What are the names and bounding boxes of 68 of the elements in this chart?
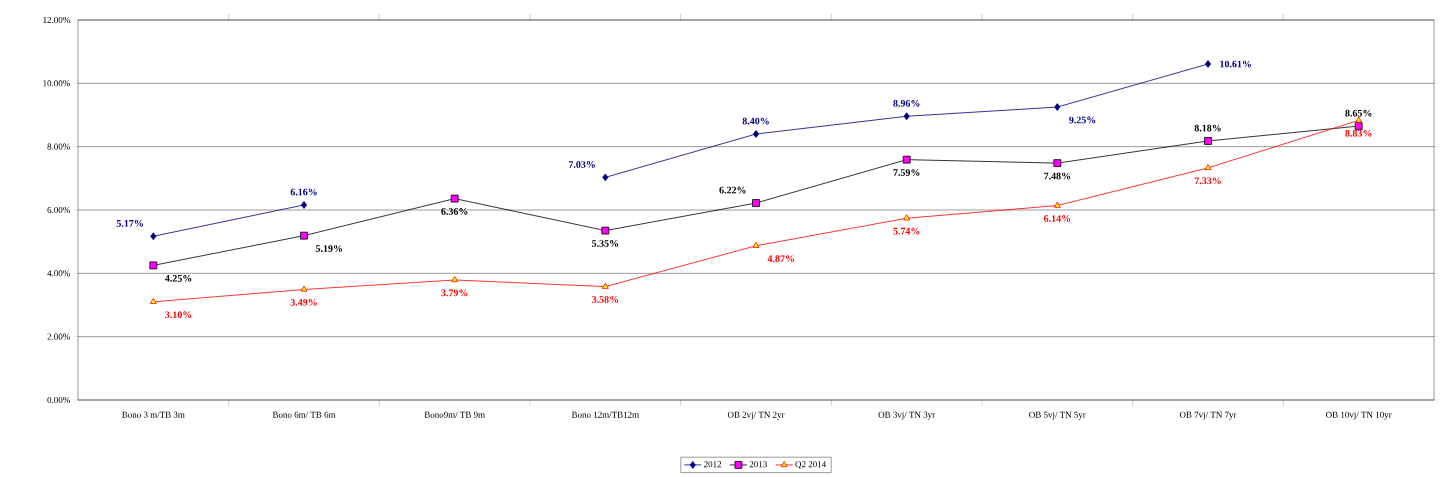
point: [601, 226, 610, 235]
point: [903, 112, 910, 121]
x-tick-label: OB 2vj/ TN 2yr: [727, 411, 785, 420]
point: [601, 282, 609, 289]
y-tick-label: 6.00%: [47, 206, 70, 214]
data-label: 7.33%: [1194, 177, 1221, 185]
x-tick-label: Bono9m/ TB 9m: [424, 411, 485, 418]
legend-label: 2013: [749, 461, 767, 468]
data-label: 7.03%: [568, 161, 595, 168]
data-label: 5.35%: [592, 240, 619, 247]
legend-label: Q2 2014: [795, 461, 827, 469]
data-label: 8.65%: [1345, 109, 1372, 117]
data-label: 8.96%: [893, 99, 920, 107]
point: [1204, 137, 1212, 145]
point: [1053, 201, 1061, 208]
x-tick-label: OB 3vj/ TN 3yr: [878, 411, 936, 420]
point: [602, 173, 609, 182]
point: [902, 155, 911, 164]
point: [1204, 60, 1212, 68]
data-label: 3.10%: [165, 311, 192, 319]
x-tick-label: OB 5vj/ TN 5yr: [1029, 411, 1086, 420]
point: [1204, 163, 1212, 171]
data-label: 6.16%: [290, 188, 317, 196]
data-label: 5.17%: [116, 220, 143, 227]
y-tick-label: 2.00%: [47, 333, 70, 340]
point: [752, 199, 760, 207]
data-label: 5.19%: [315, 245, 342, 252]
data-label: 8.40%: [742, 117, 769, 125]
point: [1054, 103, 1061, 111]
data-label: 10.61%: [1220, 60, 1251, 68]
y-tick-label: 0.00%: [47, 396, 70, 404]
data-label: 3.58%: [592, 296, 619, 303]
point: [451, 276, 459, 283]
point: [300, 285, 308, 292]
legend-label: 2012: [704, 461, 722, 468]
point: [903, 214, 911, 221]
y-tick-label: 10.00%: [43, 80, 70, 87]
x-tick-label: Bono 6m/ TB 6m: [272, 411, 336, 418]
point: [450, 194, 459, 203]
x-tick-label: Bono 3 m/TB 3m: [122, 411, 185, 418]
data-label: 6.14%: [1043, 215, 1071, 222]
x-tick-label: OB 10vj/ TN 10yr: [1326, 411, 1392, 420]
data-label: 7.59%: [893, 169, 920, 176]
data-label: 9.25%: [1069, 116, 1096, 124]
point: [149, 297, 157, 304]
point: [149, 261, 158, 270]
point: [300, 201, 308, 209]
y-tick-label: 8.00%: [47, 143, 70, 150]
data-label: 3.49%: [290, 299, 317, 306]
data-label: 8.18%: [1194, 124, 1221, 132]
data-label: 4.25%: [164, 274, 192, 282]
data-label: 4.87%: [767, 255, 794, 263]
y-tick-label: 4.00%: [47, 270, 70, 277]
data-label: 6.22%: [719, 186, 746, 194]
point: [1053, 159, 1062, 168]
point: [300, 231, 308, 240]
y-tick-label: 12.00%: [43, 16, 70, 24]
data-label: 8.83%: [1345, 129, 1372, 137]
point: [752, 130, 760, 138]
data-label: 3.79%: [441, 289, 468, 297]
x-tick-label: Bono 12m/TB12m: [571, 411, 639, 418]
data-label: 7.48%: [1044, 172, 1071, 180]
data-label: 5.74%: [893, 227, 920, 235]
data-label: 6.36%: [441, 208, 468, 215]
x-tick-label: OB 7vj/ TN 7yr: [1179, 411, 1237, 420]
point: [1354, 122, 1363, 130]
point: [150, 232, 157, 241]
point: [752, 241, 760, 248]
